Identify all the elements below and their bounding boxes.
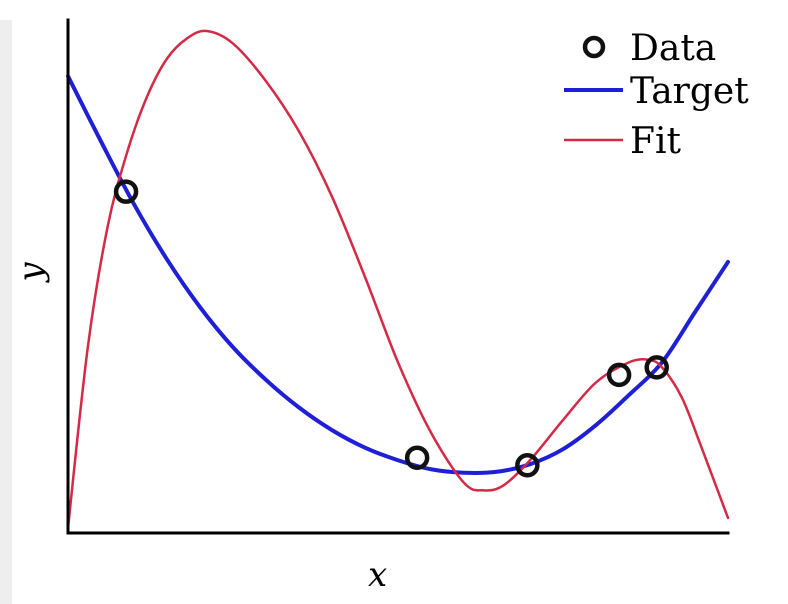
- series-data-group: [113, 179, 669, 478]
- left-edge-shadow: [0, 20, 12, 604]
- data-point: [515, 453, 540, 478]
- legend-marker-data: [582, 35, 606, 59]
- legend: Data Target Fit: [564, 28, 749, 162]
- data-point: [113, 179, 139, 204]
- series-target-group: [66, 74, 730, 476]
- series-line-target: [66, 74, 730, 476]
- plot-area: [66, 29, 730, 530]
- data-point: [404, 445, 430, 470]
- series-line-fit: [66, 29, 730, 530]
- data-point: [606, 362, 632, 388]
- legend-label-data: Data: [630, 28, 716, 69]
- data-point: [644, 355, 669, 380]
- series-fit-group: [66, 29, 730, 530]
- legend-label-fit: Fit: [630, 121, 681, 162]
- x-axis-label: x: [368, 555, 387, 595]
- axes-frame: [66, 18, 730, 535]
- legend-label-target: Target: [630, 71, 749, 112]
- y-axis-label: y: [11, 262, 51, 284]
